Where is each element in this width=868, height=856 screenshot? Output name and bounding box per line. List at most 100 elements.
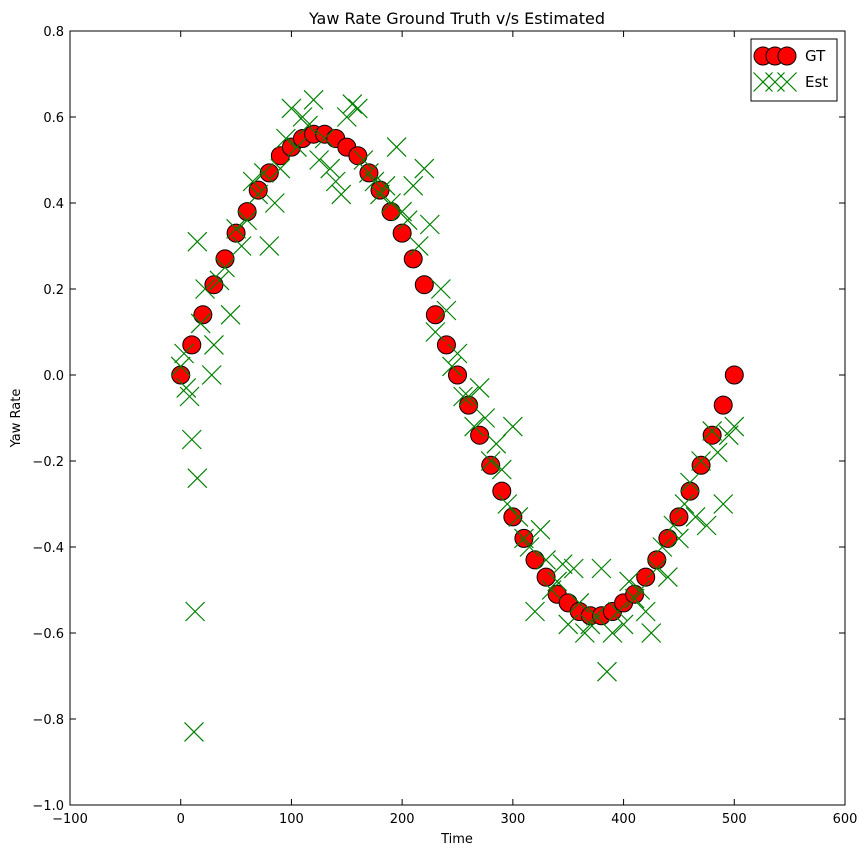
- legend-label: Est: [805, 73, 828, 91]
- est-point: [436, 300, 457, 321]
- y-tick-label: −0.8: [32, 713, 64, 728]
- est-point: [353, 150, 374, 170]
- est-point: [525, 601, 545, 622]
- est-point: [187, 468, 208, 489]
- y-tick-label: 0.0: [43, 369, 64, 384]
- y-tick-label: −1.0: [32, 799, 64, 814]
- est-point: [486, 433, 507, 454]
- est-point: [624, 588, 645, 609]
- est-point: [237, 210, 258, 231]
- gt-point: [215, 249, 235, 269]
- est-point: [718, 425, 739, 446]
- est-point: [425, 322, 446, 342]
- x-tick-label: 0: [177, 812, 185, 827]
- x-tick-label: −100: [52, 812, 88, 827]
- est-point: [541, 580, 562, 600]
- gt-point: [713, 395, 733, 415]
- gt-point: [470, 425, 490, 445]
- gt-point: [625, 584, 645, 604]
- legend-marker: [777, 46, 797, 66]
- gt-point: [425, 305, 445, 325]
- est-point: [458, 386, 479, 407]
- gt-point: [237, 202, 257, 222]
- x-tick-label: 300: [500, 812, 525, 827]
- est-point: [641, 623, 662, 643]
- est-point: [442, 356, 462, 377]
- est-point: [190, 313, 211, 334]
- est-point: [685, 506, 706, 527]
- legend-label: GT: [805, 47, 826, 65]
- est-point: [275, 128, 296, 149]
- est-point: [287, 137, 307, 158]
- gt-point: [691, 455, 711, 475]
- est-point: [536, 549, 556, 570]
- est-point: [231, 236, 252, 256]
- gt-point: [182, 335, 202, 355]
- est-point: [248, 184, 269, 205]
- est-point: [691, 451, 711, 471]
- gt-point: [193, 305, 213, 325]
- est-point: [464, 416, 485, 437]
- x-tick-label: 500: [722, 812, 747, 827]
- gt-point: [381, 202, 401, 222]
- est-point: [657, 567, 678, 588]
- gt-point: [171, 365, 191, 385]
- est-point: [619, 571, 640, 592]
- gt-point: [259, 163, 279, 183]
- est-point: [680, 472, 700, 493]
- est-point: [320, 158, 341, 179]
- gt-point: [724, 365, 744, 385]
- est-point: [364, 171, 385, 192]
- y-tick-label: 0.6: [43, 111, 64, 126]
- est-point: [336, 107, 357, 127]
- y-tick-label: −0.4: [32, 541, 64, 556]
- est-point: [580, 614, 601, 635]
- est-point: [264, 193, 285, 213]
- est-point: [187, 231, 208, 252]
- est-point: [491, 459, 512, 480]
- est-point: [314, 128, 335, 149]
- est-point: [652, 537, 673, 557]
- est-point: [270, 158, 291, 179]
- est-point: [359, 162, 379, 183]
- est-point: [195, 279, 215, 299]
- est-point: [242, 171, 263, 192]
- est-point: [480, 451, 501, 471]
- est-point: [292, 107, 313, 127]
- gt-point: [680, 481, 700, 501]
- est-point: [309, 150, 330, 170]
- est-point: [370, 184, 390, 205]
- y-tick-label: −0.6: [32, 627, 64, 642]
- est-point: [215, 257, 235, 278]
- est-point: [185, 601, 206, 622]
- est-point: [508, 506, 529, 527]
- est-point: [325, 171, 346, 192]
- y-axis-label: Yaw Rate: [9, 389, 24, 449]
- est-point: [707, 442, 728, 463]
- est-point: [201, 365, 222, 385]
- gt-point: [658, 528, 678, 548]
- est-point: [674, 494, 695, 514]
- est-point: [475, 408, 496, 428]
- est-point: [663, 515, 684, 536]
- est-point: [547, 571, 568, 592]
- est-point: [253, 162, 274, 183]
- gt-point: [525, 550, 545, 570]
- est-point: [392, 201, 413, 222]
- est-point: [281, 98, 302, 119]
- est-point: [174, 343, 194, 364]
- est-point: [347, 98, 368, 119]
- est-point: [585, 605, 606, 626]
- gt-point: [702, 425, 722, 445]
- est-point: [724, 416, 745, 437]
- est-point: [403, 175, 424, 196]
- est-point: [397, 210, 418, 231]
- est-point: [713, 494, 734, 514]
- est-point: [419, 214, 440, 235]
- est-point: [408, 236, 429, 256]
- gt-point: [669, 507, 689, 527]
- est-point: [259, 236, 280, 256]
- est-point: [558, 614, 579, 635]
